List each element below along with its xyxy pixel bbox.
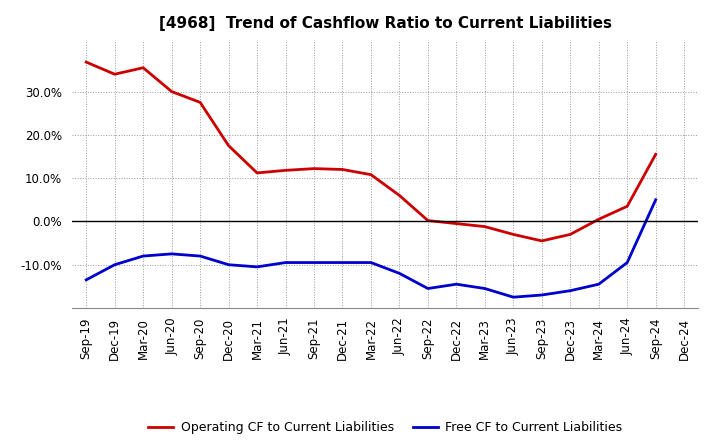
Operating CF to Current Liabilities (623, 204, 631, 209)
Operating CF to Current Liabilities (82, 59, 91, 65)
Operating CF to Current Liabilities (196, 100, 204, 105)
Free CF to Current Liabilities (452, 282, 461, 287)
Operating CF to Current Liabilities (225, 143, 233, 148)
Free CF to Current Liabilities (82, 277, 91, 282)
Line: Operating CF to Current Liabilities: Operating CF to Current Liabilities (86, 62, 656, 241)
Free CF to Current Liabilities (480, 286, 489, 291)
Operating CF to Current Liabilities (167, 89, 176, 94)
Operating CF to Current Liabilities (452, 221, 461, 226)
Free CF to Current Liabilities (623, 260, 631, 265)
Operating CF to Current Liabilities (282, 168, 290, 173)
Operating CF to Current Liabilities (595, 216, 603, 222)
Operating CF to Current Liabilities (423, 218, 432, 223)
Free CF to Current Liabilities (139, 253, 148, 259)
Free CF to Current Liabilities (310, 260, 318, 265)
Free CF to Current Liabilities (282, 260, 290, 265)
Free CF to Current Liabilities (509, 294, 518, 300)
Free CF to Current Liabilities (225, 262, 233, 268)
Operating CF to Current Liabilities (253, 170, 261, 176)
Free CF to Current Liabilities (366, 260, 375, 265)
Free CF to Current Liabilities (423, 286, 432, 291)
Operating CF to Current Liabilities (366, 172, 375, 177)
Free CF to Current Liabilities (652, 197, 660, 202)
Operating CF to Current Liabilities (310, 166, 318, 171)
Operating CF to Current Liabilities (537, 238, 546, 244)
Operating CF to Current Liabilities (338, 167, 347, 172)
Free CF to Current Liabilities (338, 260, 347, 265)
Operating CF to Current Liabilities (139, 65, 148, 70)
Operating CF to Current Liabilities (480, 224, 489, 229)
Operating CF to Current Liabilities (509, 232, 518, 237)
Free CF to Current Liabilities (395, 271, 404, 276)
Free CF to Current Liabilities (167, 251, 176, 257)
Free CF to Current Liabilities (196, 253, 204, 259)
Operating CF to Current Liabilities (566, 232, 575, 237)
Free CF to Current Liabilities (537, 292, 546, 297)
Operating CF to Current Liabilities (652, 152, 660, 157)
Operating CF to Current Liabilities (395, 193, 404, 198)
Legend: Operating CF to Current Liabilities, Free CF to Current Liabilities: Operating CF to Current Liabilities, Fre… (143, 416, 627, 439)
Line: Free CF to Current Liabilities: Free CF to Current Liabilities (86, 200, 656, 297)
Title: [4968]  Trend of Cashflow Ratio to Current Liabilities: [4968] Trend of Cashflow Ratio to Curren… (158, 16, 612, 32)
Free CF to Current Liabilities (110, 262, 119, 268)
Free CF to Current Liabilities (595, 282, 603, 287)
Free CF to Current Liabilities (253, 264, 261, 270)
Free CF to Current Liabilities (566, 288, 575, 293)
Operating CF to Current Liabilities (110, 72, 119, 77)
